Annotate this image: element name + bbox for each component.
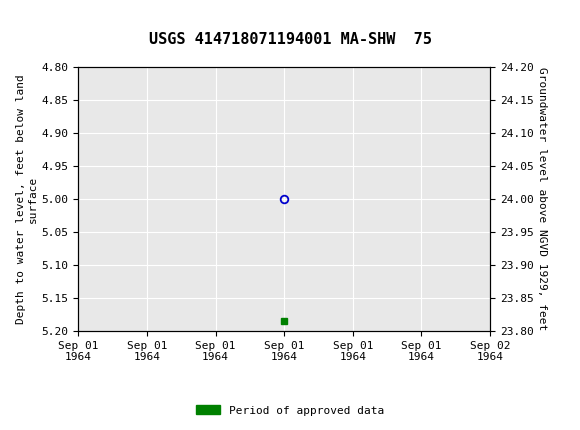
Y-axis label: Depth to water level, feet below land
surface: Depth to water level, feet below land su… [16, 74, 38, 324]
Legend: Period of approved data: Period of approved data [191, 401, 389, 420]
Text: USGS 414718071194001 MA-SHW  75: USGS 414718071194001 MA-SHW 75 [148, 32, 432, 47]
Bar [1, 3, 29, 33]
Text: USGS: USGS [30, 8, 90, 28]
Y-axis label: Groundwater level above NGVD 1929, feet: Groundwater level above NGVD 1929, feet [538, 67, 548, 331]
